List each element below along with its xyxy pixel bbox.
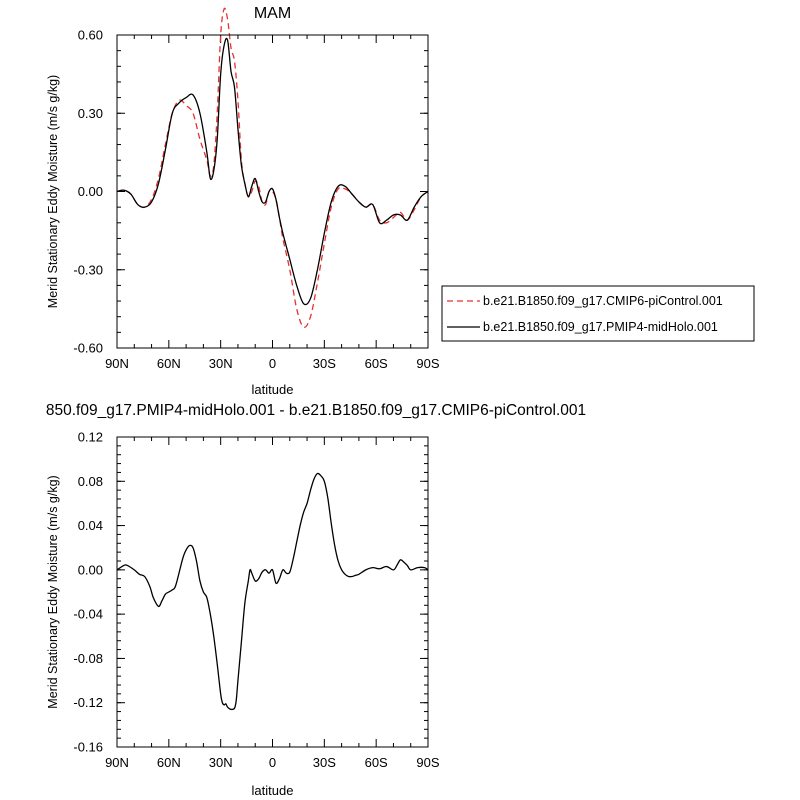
bottom-panel: 850.f09_g17.PMIP4-midHolo.001 - b.e21.B1… bbox=[46, 402, 586, 798]
legend-label-picontrol: b.e21.B1850.f09_g17.CMIP6-piControl.001 bbox=[483, 294, 723, 308]
bottom-y-tick-label: 0.00 bbox=[78, 562, 103, 577]
top-y-tick-label: 0.60 bbox=[78, 28, 103, 43]
bottom-x-tick-label: 0 bbox=[269, 755, 276, 770]
top-y-axis-label: Merid Stationary Eddy Moisture (m/s g/kg… bbox=[46, 75, 60, 308]
top-y-tick-label: 0.30 bbox=[78, 106, 103, 121]
top-x-tick-label: 0 bbox=[269, 356, 276, 371]
legend-label-midholo: b.e21.B1850.f09_g17.PMIP4-midHolo.001 bbox=[483, 320, 718, 334]
top-series-line-1 bbox=[116, 37, 429, 306]
bottom-y-tick-label: 0.08 bbox=[78, 474, 103, 489]
top-x-tick-label: 30N bbox=[209, 356, 233, 371]
bottom-y-tick-label: -0.04 bbox=[73, 607, 103, 622]
bottom-y-tick-label: -0.16 bbox=[73, 740, 103, 755]
top-x-tick-label: 90N bbox=[105, 356, 129, 371]
top-y-tick-labels: 0.60 0.30 0.00 -0.30 -0.60 bbox=[73, 28, 103, 356]
bottom-x-tick-label: 60N bbox=[157, 755, 181, 770]
legend-box bbox=[441, 285, 755, 342]
top-series-lines bbox=[116, 7, 429, 328]
top-x-tick-labels: 90N 60N 30N 0 30S 60S 90S bbox=[105, 356, 440, 371]
bottom-series-lines bbox=[116, 472, 429, 711]
top-axis-ticks bbox=[116, 34, 429, 349]
top-plot-frame bbox=[116, 34, 429, 349]
bottom-plot-frame bbox=[116, 436, 429, 748]
bottom-x-tick-label: 30S bbox=[313, 755, 336, 770]
bottom-chart-title: 850.f09_g17.PMIP4-midHolo.001 - b.e21.B1… bbox=[46, 402, 586, 419]
bottom-y-tick-label: 0.04 bbox=[78, 518, 103, 533]
top-y-tick-label: 0.00 bbox=[78, 184, 103, 199]
top-chart-title: MAM bbox=[254, 5, 291, 22]
bottom-x-tick-label: 60S bbox=[365, 755, 388, 770]
bottom-x-tick-label: 90S bbox=[416, 755, 439, 770]
top-x-tick-label: 30S bbox=[313, 356, 336, 371]
bottom-axis-ticks bbox=[116, 436, 429, 748]
bottom-y-tick-labels: 0.12 0.08 0.04 0.00 -0.04 -0.08 -0.12 -0.16 bbox=[73, 430, 103, 755]
bottom-y-tick-label: -0.12 bbox=[73, 695, 103, 710]
bottom-x-tick-label: 30N bbox=[209, 755, 233, 770]
bottom-y-axis-label: Merid Stationary Eddy Moisture (m/s g/kg… bbox=[46, 475, 60, 708]
top-x-axis-label: latitude bbox=[252, 382, 294, 397]
bottom-series-line-0 bbox=[116, 472, 429, 711]
bottom-y-tick-label: -0.08 bbox=[73, 651, 103, 666]
top-y-tick-label: -0.30 bbox=[73, 262, 103, 277]
bottom-x-tick-label: 90N bbox=[105, 755, 129, 770]
top-series-line-0 bbox=[116, 7, 429, 328]
top-x-tick-label: 60S bbox=[365, 356, 388, 371]
top-panel: MAM 90N 60N 30N 0 30S 60S 90S 0.60 0.30 0.00 -0.3… bbox=[46, 5, 755, 397]
top-x-tick-label: 60N bbox=[157, 356, 181, 371]
bottom-y-tick-label: 0.12 bbox=[78, 430, 103, 445]
legend: b.e21.B1850.f09_g17.CMIP6-piControl.001 … bbox=[441, 285, 755, 342]
top-y-tick-label: -0.60 bbox=[73, 341, 103, 356]
bottom-x-tick-labels: 90N 60N 30N 0 30S 60S 90S bbox=[105, 755, 440, 770]
bottom-x-axis-label: latitude bbox=[252, 783, 294, 798]
top-x-tick-label: 90S bbox=[416, 356, 439, 371]
